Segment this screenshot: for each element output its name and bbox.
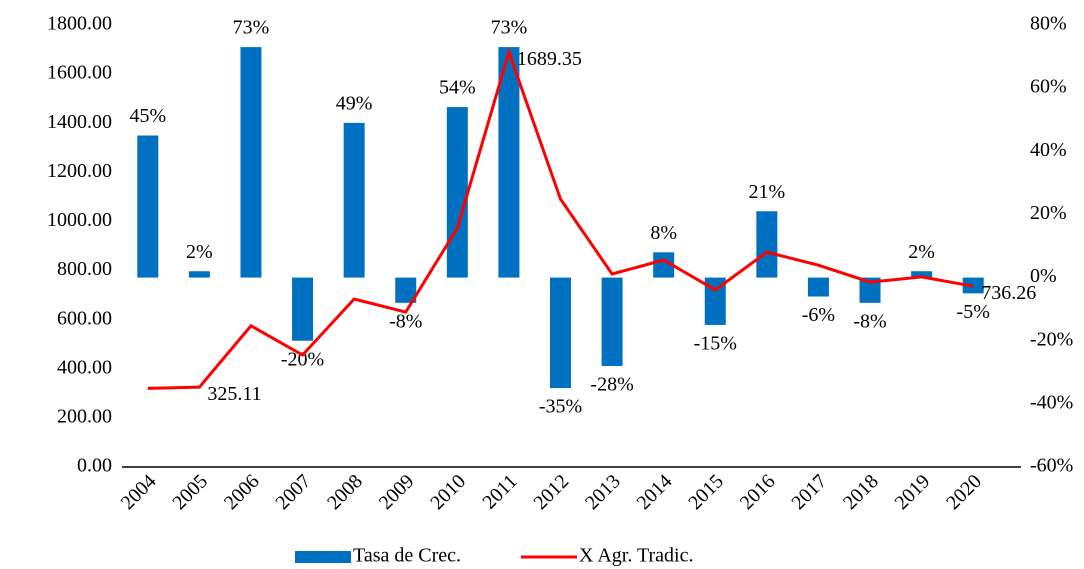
y-tick-label: 1400.00 bbox=[47, 111, 112, 133]
y-tick-label: 0.00 bbox=[77, 455, 112, 477]
bar-label: -15% bbox=[694, 333, 737, 355]
y-tick-label: 600.00 bbox=[57, 307, 112, 329]
legend-swatch bbox=[295, 551, 351, 563]
x-tick-label: 2015 bbox=[684, 470, 728, 514]
y2-tick-label: 60% bbox=[1030, 76, 1067, 98]
bar-label: -6% bbox=[802, 304, 835, 326]
bar bbox=[395, 277, 417, 303]
line-label: 1689.35 bbox=[517, 48, 582, 70]
x-tick-label: 2009 bbox=[375, 470, 419, 514]
line-label: 736.26 bbox=[981, 282, 1036, 304]
y-tick-label: 1800.00 bbox=[47, 13, 112, 35]
x-tick-label: 2020 bbox=[942, 470, 986, 514]
bar bbox=[807, 277, 829, 297]
bar-label: -20% bbox=[281, 348, 324, 370]
bar-label: 45% bbox=[129, 105, 166, 127]
x-tick-label: 2014 bbox=[633, 470, 677, 514]
line bbox=[147, 47, 974, 390]
x-tick-label: 2019 bbox=[891, 470, 935, 514]
y2-tick-label: -60% bbox=[1030, 455, 1073, 477]
y2-tick-label: 20% bbox=[1030, 202, 1067, 224]
y-tick-label: 200.00 bbox=[57, 405, 112, 427]
x-tick-label: 2018 bbox=[839, 470, 883, 514]
bar bbox=[704, 277, 726, 325]
y-tick-label: 1000.00 bbox=[47, 209, 112, 231]
bar bbox=[343, 122, 365, 278]
x-tick-label: 2007 bbox=[272, 470, 316, 514]
x-tick-label: 2011 bbox=[478, 470, 521, 513]
bar bbox=[911, 271, 933, 278]
y2-tick-label: 80% bbox=[1030, 13, 1067, 35]
bar-label: 21% bbox=[749, 181, 786, 203]
legend-label: Tasa de Crec. bbox=[353, 545, 461, 567]
x-tick-label: 2017 bbox=[787, 470, 831, 514]
bar-label: -28% bbox=[590, 374, 633, 396]
x-tick-label: 2012 bbox=[529, 470, 573, 514]
bar bbox=[756, 211, 778, 278]
line-label: 325.11 bbox=[207, 383, 261, 405]
bar-label: -8% bbox=[389, 310, 422, 332]
bar bbox=[292, 277, 314, 341]
y2-tick-label: -40% bbox=[1030, 391, 1073, 413]
bar bbox=[498, 47, 520, 278]
y-tick-label: 1200.00 bbox=[47, 160, 112, 182]
y2-tick-label: 40% bbox=[1030, 139, 1067, 161]
bar-label: 2% bbox=[908, 241, 935, 263]
y2-tick-label: 0% bbox=[1030, 265, 1057, 287]
bar-label: 49% bbox=[336, 92, 373, 114]
bar-label: -35% bbox=[539, 396, 582, 418]
x-tick-label: 2013 bbox=[581, 470, 625, 514]
x-tick-label: 2010 bbox=[426, 470, 470, 514]
y-tick-label: 800.00 bbox=[57, 258, 112, 280]
bar bbox=[859, 277, 881, 303]
y-tick-label: 1600.00 bbox=[47, 62, 112, 84]
bar-label: 73% bbox=[491, 17, 528, 39]
x-tick-label: 2008 bbox=[323, 470, 367, 514]
bar-label: -5% bbox=[957, 301, 990, 323]
bar-label: 2% bbox=[186, 241, 213, 263]
y-tick-label: 400.00 bbox=[57, 356, 112, 378]
bar bbox=[446, 107, 468, 278]
bar bbox=[240, 47, 262, 278]
bar bbox=[601, 277, 623, 366]
bar-label: 54% bbox=[439, 77, 476, 99]
x-tick-label: 2004 bbox=[117, 470, 161, 514]
bar-label: 73% bbox=[233, 17, 270, 39]
x-tick-label: 2005 bbox=[168, 470, 212, 514]
bar bbox=[550, 277, 571, 389]
x-tick-label: 2006 bbox=[220, 470, 264, 514]
bar bbox=[137, 135, 159, 278]
x-tick-label: 2016 bbox=[736, 470, 780, 514]
bar-label: -8% bbox=[853, 310, 886, 332]
bar bbox=[188, 271, 210, 278]
bar bbox=[653, 252, 675, 278]
bar-label: 8% bbox=[650, 222, 677, 244]
legend-label: X Agr. Tradic. bbox=[579, 545, 693, 567]
y2-tick-label: -20% bbox=[1030, 328, 1073, 350]
